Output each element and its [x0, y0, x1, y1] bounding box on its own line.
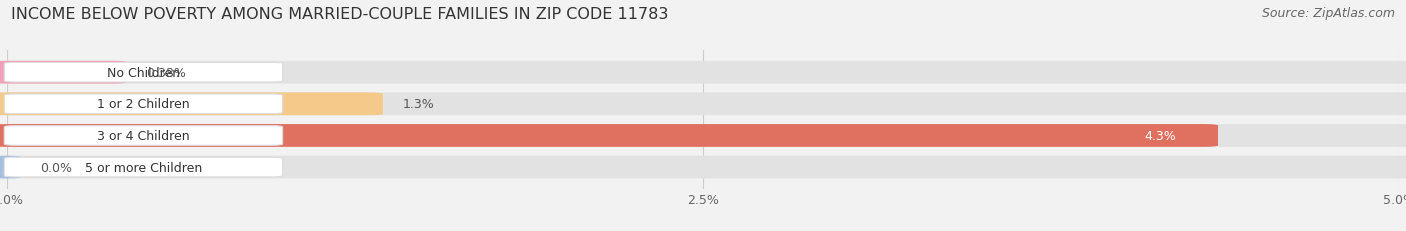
- FancyBboxPatch shape: [0, 61, 1406, 84]
- Text: 1 or 2 Children: 1 or 2 Children: [97, 98, 190, 111]
- Text: 0.38%: 0.38%: [146, 66, 186, 79]
- Text: No Children: No Children: [107, 66, 180, 79]
- FancyBboxPatch shape: [4, 126, 283, 146]
- FancyBboxPatch shape: [4, 63, 283, 83]
- Text: 0.0%: 0.0%: [41, 161, 73, 174]
- Text: INCOME BELOW POVERTY AMONG MARRIED-COUPLE FAMILIES IN ZIP CODE 11783: INCOME BELOW POVERTY AMONG MARRIED-COUPL…: [11, 7, 669, 22]
- FancyBboxPatch shape: [0, 156, 21, 179]
- FancyBboxPatch shape: [0, 125, 1218, 147]
- FancyBboxPatch shape: [0, 93, 1406, 116]
- FancyBboxPatch shape: [0, 125, 1406, 147]
- Text: Source: ZipAtlas.com: Source: ZipAtlas.com: [1261, 7, 1395, 20]
- Text: 3 or 4 Children: 3 or 4 Children: [97, 129, 190, 142]
- Text: 1.3%: 1.3%: [402, 98, 434, 111]
- FancyBboxPatch shape: [0, 156, 1406, 179]
- FancyBboxPatch shape: [4, 95, 283, 114]
- FancyBboxPatch shape: [0, 93, 382, 116]
- FancyBboxPatch shape: [0, 61, 127, 84]
- Text: 5 or more Children: 5 or more Children: [84, 161, 202, 174]
- Text: 4.3%: 4.3%: [1144, 129, 1177, 142]
- FancyBboxPatch shape: [4, 158, 283, 177]
